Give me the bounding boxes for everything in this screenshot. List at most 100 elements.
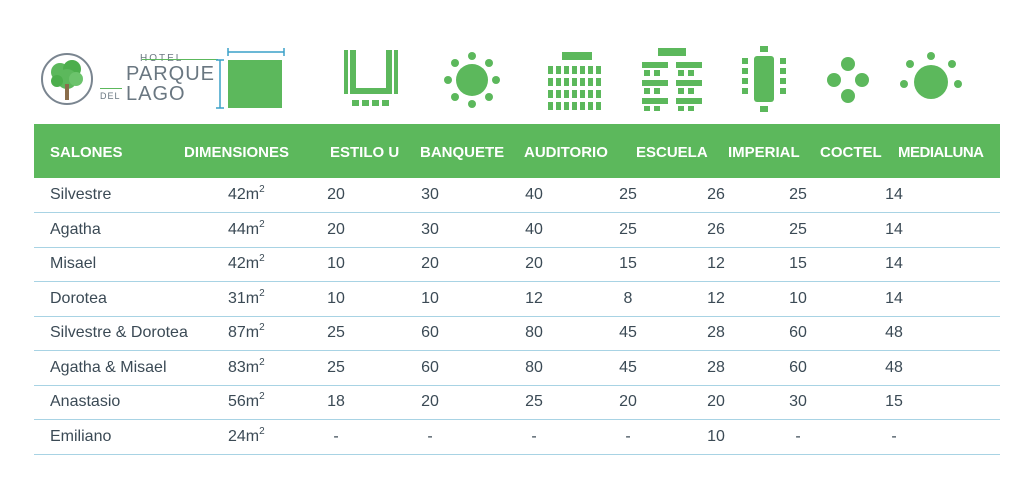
dimension-unit-superscript: 2 [259,218,265,230]
dimension-unit-superscript: 2 [259,356,265,368]
dimension-value: 87m [228,324,260,341]
capacity-value: 60 [789,358,807,376]
capacity-value: 40 [525,186,543,203]
capacity-value: 8 [623,289,633,307]
capacity-value: 20 [525,255,543,272]
capacity-value: 15 [619,255,637,272]
table-row: Dorotea 31m2 10 10 12 8 12 10 14 [34,282,1000,317]
capacity-value: 20 [327,220,345,238]
u-shape-icon [344,50,398,106]
room-name: Agatha & Misael [50,358,167,376]
room-dimension: 44m2 [228,218,265,239]
logo-lago: LAGO [126,83,186,105]
capacity-value: 28 [707,324,725,341]
capacity-value: 80 [525,324,543,341]
table-row: Agatha & Misael 83m2 25 60 80 45 28 60 48 [34,351,1000,386]
room-name: Emiliano [50,427,112,445]
header-escuela: ESCUELA [636,144,708,161]
header-medialuna: MEDIALUNA [898,144,984,161]
capacity-value: 25 [619,186,637,203]
capacity-value: 30 [421,186,439,203]
capacity-value: - [333,427,339,445]
capacity-value: 10 [421,289,439,307]
room-name: Silvestre [50,186,112,203]
table-row: Anastasio 56m2 18 20 25 20 20 30 15 [34,385,1000,420]
capacity-value: 25 [789,186,807,203]
capacity-value: 10 [327,255,345,272]
header-dimensiones: DIMENSIONES [184,144,290,161]
dimension-value: 44m [228,220,260,238]
capacity-value: - [427,427,433,445]
room-dimension: 31m2 [228,287,265,308]
capacity-value: 14 [885,220,903,238]
capacity-value: 14 [885,186,903,203]
capacity-value: - [531,427,537,445]
hotel-logo: HOTEL PARQUE DEL LAGO [40,50,218,108]
capacity-value: 12 [525,289,543,307]
table-row: Agatha 44m2 20 30 40 25 26 25 14 [34,213,1000,248]
capacity-value: - [795,427,801,445]
header-coctel: COCTEL [820,144,882,161]
capacity-value: - [891,427,897,445]
capacity-value: 18 [327,393,345,410]
capacity-value: 20 [619,393,637,410]
header-salones: SALONES [50,144,123,161]
capacity-value: 25 [789,220,807,238]
capacity-value: 48 [885,358,903,376]
dimension-unit-superscript: 2 [259,322,265,333]
room-dimension: 56m2 [228,391,265,411]
capacity-value: 48 [885,324,903,341]
room-name: Dorotea [50,289,107,307]
room-name: Misael [50,255,97,272]
tree-logo-icon [41,53,93,105]
capacity-value: 25 [327,358,345,376]
dimension-value: 83m [228,358,260,376]
room-dimension: 87m2 [228,322,265,342]
header-imperial: IMPERIAL [728,144,800,161]
capacity-value: 80 [525,358,543,376]
table-row: Silvestre 42m2 20 30 40 25 26 25 14 [34,178,1000,213]
capacity-value: 60 [421,358,439,376]
header-estilo-u: ESTILO U [330,144,400,161]
logo-parque: PARQUE [126,63,215,85]
capacity-value: 26 [707,186,725,203]
capacity-value: 10 [789,289,807,307]
room-name: Anastasio [50,393,121,410]
capacity-value: - [625,427,631,445]
dimension-unit-superscript: 2 [259,425,265,437]
room-name: Silvestre & Dorotea [50,324,188,341]
auditorium-icon [548,52,601,110]
capacity-value: 15 [789,255,807,272]
capacity-value: 60 [421,324,439,341]
room-dimension: 83m2 [228,356,265,377]
dimension-value: 31m [228,289,260,307]
dimension-unit-superscript: 2 [259,253,265,264]
dimensions-icon [216,48,285,109]
capacity-value: 15 [885,393,903,410]
table-row: Emiliano 24m2 - - - - 10 - - [34,420,1000,455]
capacity-value: 12 [707,289,725,307]
capacity-value: 20 [421,255,439,272]
capacity-value: 20 [421,393,439,410]
capacity-value: 26 [707,220,725,238]
capacity-value: 25 [327,324,345,341]
room-dimension: 24m2 [228,425,265,446]
table-row: Silvestre & Dorotea 87m2 25 60 80 45 28 60 48 [34,316,1000,351]
half-moon-icon [900,52,962,99]
capacity-value: 14 [885,255,903,272]
dimension-unit-superscript: 2 [259,287,265,299]
imperial-icon [742,46,786,112]
dimension-value: 56m [228,393,260,410]
room-dimension: 42m2 [228,253,265,273]
dimension-unit-superscript: 2 [259,184,265,195]
room-dimension: 42m2 [228,184,265,204]
header-banquete: BANQUETE [420,144,505,161]
capacity-value: 10 [707,427,725,445]
capacity-value: 25 [619,220,637,238]
capacity-value: 40 [525,220,543,238]
capacity-value: 30 [789,393,807,410]
capacity-value: 45 [619,324,637,341]
capacity-value: 10 [327,289,345,307]
school-icon [642,48,702,111]
capacity-value: 12 [707,255,725,272]
